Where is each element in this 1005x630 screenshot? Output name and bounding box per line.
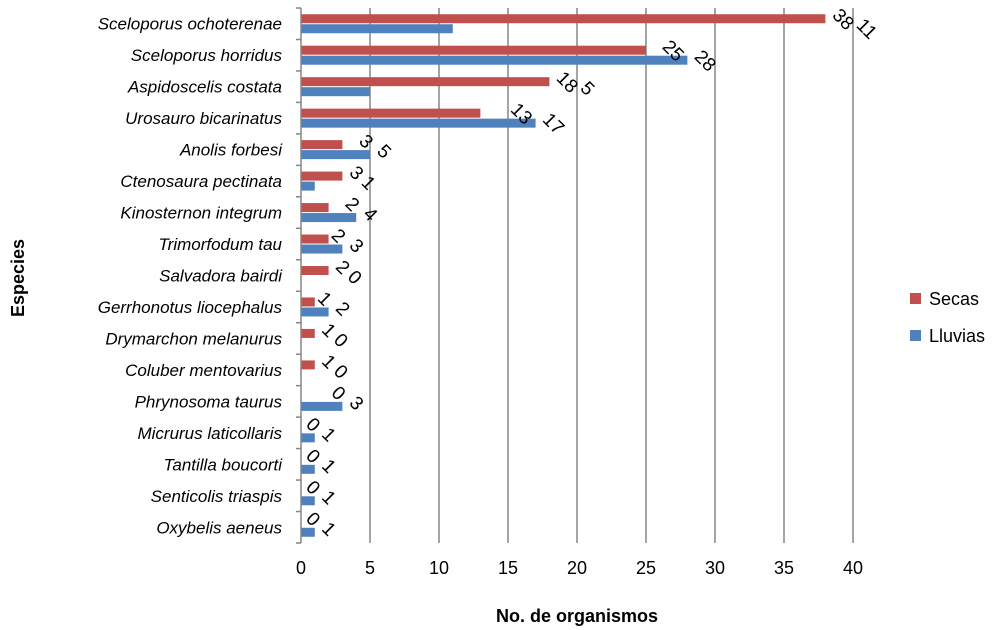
category-label: Drymarchon melanurus [105,329,282,348]
category-label: Oxybelis aeneus [156,518,282,537]
x-tick-label: 5 [365,558,375,578]
bar-lluvias [301,55,688,65]
category-label: Ctenosaura pectinata [120,172,282,191]
bar-lluvias [301,307,329,317]
category-label: Salvadora bairdi [159,267,283,286]
gridlines [369,8,854,543]
data-label-secas: 0 [301,446,323,468]
x-tick-label: 30 [705,558,725,578]
bar-secas [301,328,315,338]
data-label-lluvias: 17 [538,109,568,139]
data-label-secas: 0 [301,508,323,530]
category-label: Senticolis triaspis [151,487,283,506]
data-label-lluvias: 1 [317,487,339,509]
data-label-lluvias: 2 [331,298,353,320]
category-label: Anolis forbesi [179,141,283,160]
x-tick-label: 15 [498,558,518,578]
legend-swatch-lluvias [910,330,921,341]
bar-secas [301,45,646,55]
bar-secas [301,266,329,275]
data-label-lluvias: 1 [317,518,339,540]
y-axis-title: Especies [8,239,28,317]
bar-lluvias [301,401,343,411]
bar-lluvias [301,244,343,254]
bar-lluvias [301,87,370,97]
bar-secas [301,297,315,307]
x-axis-title: No. de organismos [496,606,658,626]
legend-swatch-secas [910,293,921,304]
category-label: Sceloporus horridus [131,46,283,65]
x-tick-labels: 0 5 10 15 20 25 30 35 40 [296,558,863,578]
data-label-secas: 0 [327,383,349,405]
bar-lluvias [301,118,536,128]
x-tick-label: 40 [843,558,863,578]
data-label-lluvias: 3 [345,393,367,415]
data-label-secas: 3 [354,131,376,153]
category-label: Sceloporus ochoterenae [98,15,282,34]
category-label: Phrynosoma taurus [135,392,283,411]
bar-secas [301,171,343,181]
bar-lluvias [301,464,315,474]
bar-secas [301,77,550,87]
category-label: Kinosternon integrum [120,204,282,223]
data-label-lluvias: 3 [345,235,367,257]
bar-lluvias [301,181,315,191]
category-labels: Sceloporus ochoterenae Sceloporus horridu… [98,15,284,538]
data-label-secas: 0 [301,477,323,499]
x-tick-label: 20 [567,558,587,578]
data-label-secas: 1 [313,288,335,310]
bar-secas [301,14,826,24]
bar-secas [301,360,315,370]
bar-secas [301,108,481,118]
axes [296,7,302,544]
data-label-secas: 2 [327,225,349,247]
bar-lluvias [301,24,453,34]
data-label-lluvias: 5 [372,141,394,163]
bar-secas [301,140,343,150]
x-tick-label: 10 [429,558,449,578]
category-label: Aspidoscelis costata [127,78,282,97]
bar-secas [301,234,329,244]
bar-lluvias [301,433,315,443]
category-label: Urosauro bicarinatus [125,109,282,128]
data-label-secas: 0 [301,414,323,436]
category-label: Micrurus laticollaris [137,424,282,443]
bar-lluvias [301,213,357,223]
category-label: Gerrhonotus liocephalus [98,298,283,317]
category-label: Tantilla boucorti [164,455,284,474]
data-label-lluvias: 1 [317,424,339,446]
bar-lluvias [301,150,370,160]
data-label-secas: 2 [341,194,363,216]
x-tick-label: 35 [774,558,794,578]
bar-secas [301,203,329,213]
data-label-lluvias: 1 [317,456,339,478]
x-tick-label: 0 [296,558,306,578]
legend: Secas Lluvias [910,289,985,346]
legend-label-lluvias: Lluvias [929,326,985,346]
x-tick-label: 25 [636,558,656,578]
bar-lluvias [301,527,315,537]
category-label: Trimorfodum tau [159,235,283,254]
legend-label-secas: Secas [929,289,979,309]
bar-lluvias [301,496,315,506]
category-label: Coluber mentovarius [125,361,282,380]
bars [301,14,826,537]
